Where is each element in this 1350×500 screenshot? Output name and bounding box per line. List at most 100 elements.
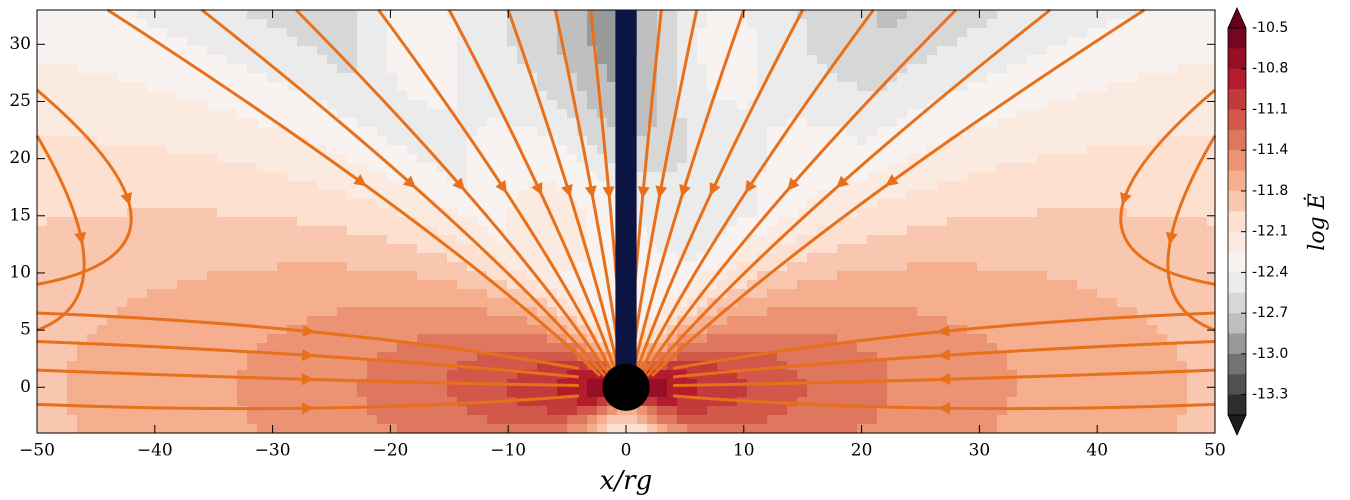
contour-cell	[717, 325, 728, 335]
contour-cell	[357, 334, 368, 344]
contour-cell	[717, 388, 728, 398]
contour-cell	[337, 343, 348, 353]
contour-cell	[707, 118, 718, 128]
contour-cell	[737, 19, 748, 29]
contour-cell	[387, 64, 398, 74]
contour-cell	[427, 172, 438, 182]
contour-cell	[1067, 19, 1078, 29]
contour-cell	[727, 316, 738, 326]
contour-cell	[497, 100, 508, 110]
contour-cell	[947, 172, 958, 182]
contour-cell	[97, 298, 108, 308]
contour-cell	[367, 154, 378, 164]
contour-cell	[937, 181, 948, 191]
contour-cell	[267, 118, 278, 128]
contour-cell	[637, 91, 648, 101]
contour-cell	[727, 415, 738, 425]
contour-cell	[247, 352, 258, 362]
contour-cell	[1077, 253, 1088, 263]
contour-cell	[997, 46, 1008, 56]
contour-cell	[317, 388, 328, 398]
contour-cell	[447, 136, 458, 146]
contour-cell	[57, 145, 68, 155]
contour-cell	[47, 73, 58, 83]
contour-cell	[147, 325, 158, 335]
contour-cell	[387, 154, 398, 164]
contour-cell	[527, 424, 538, 434]
contour-cell	[1087, 253, 1098, 263]
contour-cell	[87, 235, 98, 245]
contour-cell	[897, 91, 908, 101]
contour-cell	[577, 397, 588, 407]
contour-cell	[127, 190, 138, 200]
contour-cell	[357, 289, 368, 299]
contour-cell	[547, 343, 558, 353]
contour-cell	[417, 235, 428, 245]
contour-cell	[817, 334, 828, 344]
contour-cell	[47, 55, 58, 65]
contour-cell	[547, 181, 558, 191]
contour-cell	[1017, 406, 1028, 416]
contour-cell	[437, 217, 448, 227]
contour-cell	[117, 199, 128, 209]
contour-cell	[407, 406, 418, 416]
contour-cell	[917, 199, 928, 209]
contour-cell	[237, 379, 248, 389]
contour-cell	[917, 316, 928, 326]
contour-cell	[1037, 82, 1048, 92]
contour-cell	[717, 280, 728, 290]
contour-cell	[157, 100, 168, 110]
contour-cell	[607, 181, 618, 191]
contour-cell	[77, 316, 88, 326]
contour-cell	[917, 226, 928, 236]
contour-cell	[197, 37, 208, 47]
contour-cell	[897, 181, 908, 191]
contour-cell	[587, 271, 598, 281]
contour-cell	[457, 154, 468, 164]
contour-cell	[257, 82, 268, 92]
contour-cell	[247, 244, 258, 254]
contour-cell	[707, 325, 718, 335]
contour-cell	[857, 190, 868, 200]
contour-cell	[697, 46, 708, 56]
contour-cell	[777, 352, 788, 362]
contour-cell	[307, 100, 318, 110]
contour-cell	[287, 217, 298, 227]
contour-cell	[217, 154, 228, 164]
contour-cell	[917, 172, 928, 182]
contour-cell	[867, 145, 878, 155]
contour-cell	[927, 235, 938, 245]
contour-cell	[97, 343, 108, 353]
contour-cell	[227, 379, 238, 389]
contour-cell	[837, 316, 848, 326]
contour-cell	[47, 127, 58, 137]
contour-cell	[987, 46, 998, 56]
contour-cell	[787, 325, 798, 335]
contour-cell	[77, 136, 88, 146]
contour-cell	[347, 19, 358, 29]
contour-cell	[737, 37, 748, 47]
contour-cell	[137, 235, 148, 245]
contour-cell	[527, 145, 538, 155]
contour-cell	[717, 424, 728, 434]
contour-cell	[887, 208, 898, 218]
contour-cell	[657, 406, 668, 416]
contour-cell	[197, 298, 208, 308]
contour-cell	[837, 199, 848, 209]
contour-cell	[917, 190, 928, 200]
contour-cell	[357, 10, 368, 20]
contour-cell	[1057, 91, 1068, 101]
contour-cell	[477, 10, 488, 20]
contour-cell	[387, 262, 398, 272]
contour-cell	[697, 118, 708, 128]
contour-cell	[427, 226, 438, 236]
contour-cell	[327, 64, 338, 74]
contour-cell	[1067, 244, 1078, 254]
contour-cell	[357, 46, 368, 56]
contour-cell	[347, 370, 358, 380]
contour-cell	[647, 217, 658, 227]
contour-cell	[307, 397, 318, 407]
contour-cell	[667, 271, 678, 281]
contour-cell	[677, 334, 688, 344]
contour-cell	[927, 370, 938, 380]
